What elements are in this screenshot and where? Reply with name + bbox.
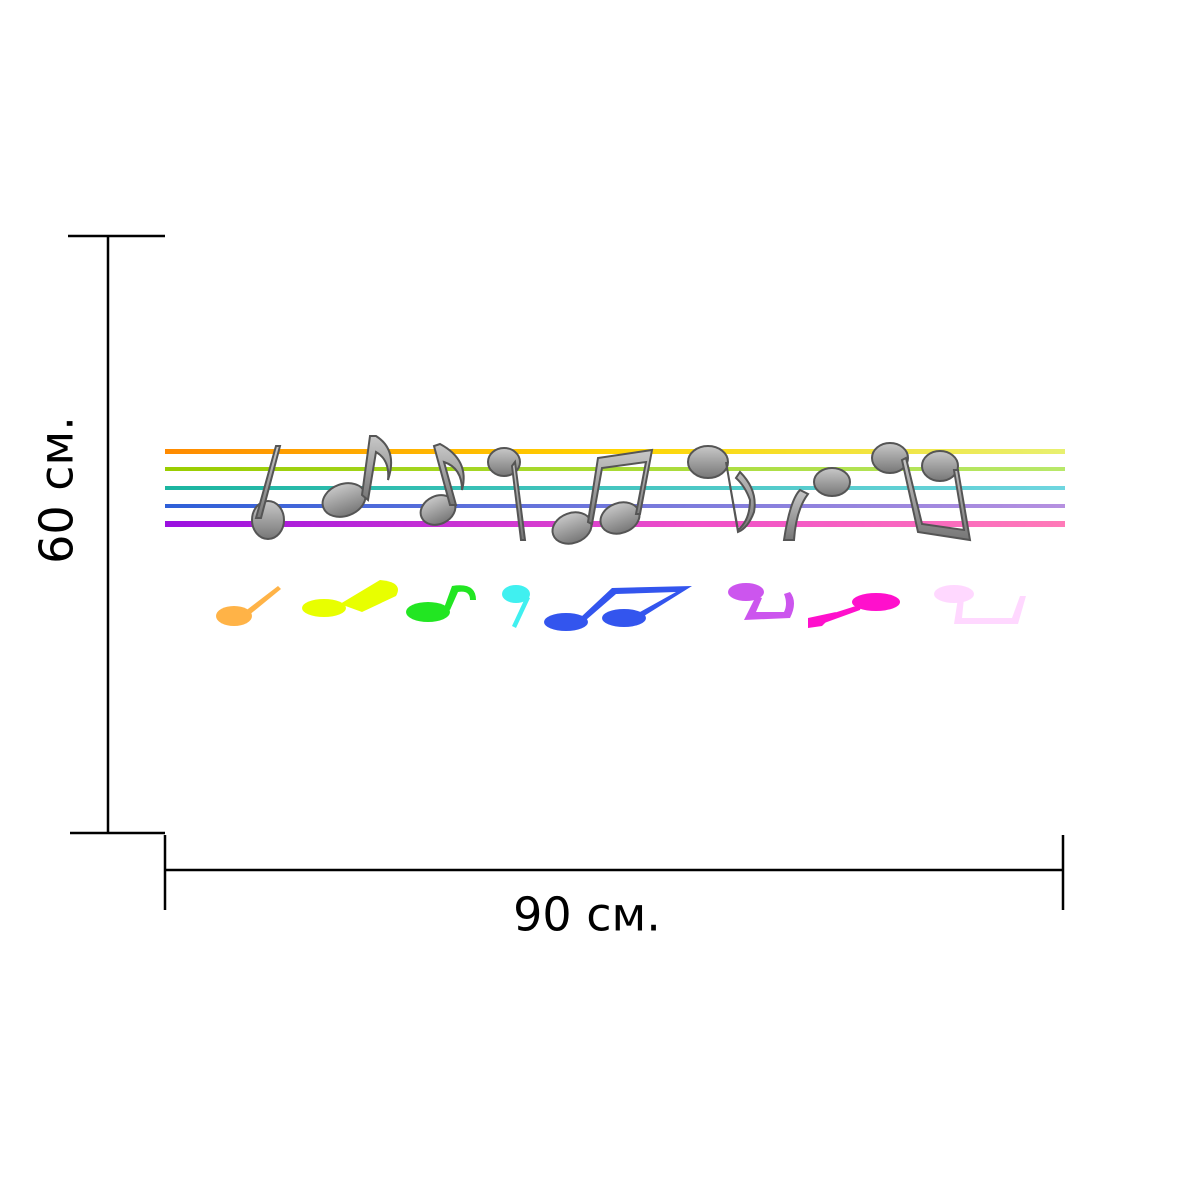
- width-label: 90 см.: [513, 888, 661, 942]
- height-label: 60 см.: [30, 416, 84, 564]
- dimension-lines: [68, 234, 1065, 910]
- grey-notes: [251, 435, 972, 545]
- colored-notes: [216, 580, 1026, 631]
